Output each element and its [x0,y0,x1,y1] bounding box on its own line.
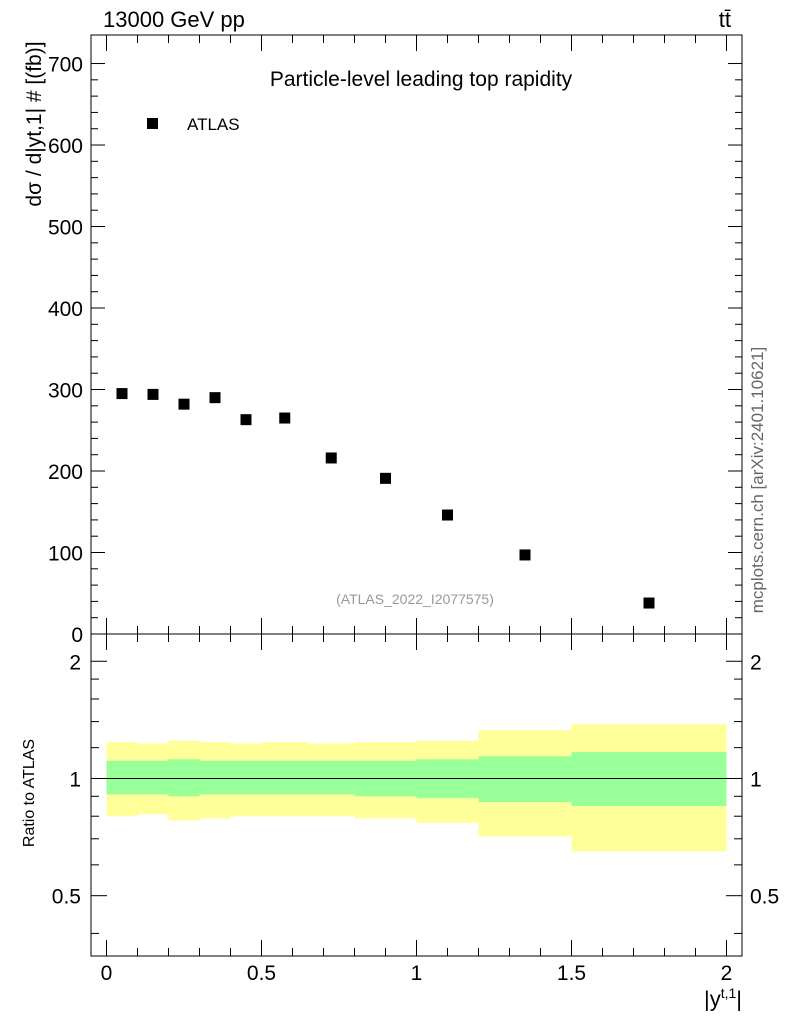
legend-label: ATLAS [187,115,240,134]
y-tick-label: 300 [48,380,83,403]
x-tick-label: 2 [721,962,733,985]
ratio-y-tick-label: 1 [750,768,762,791]
stat-uncertainty-band [230,760,262,795]
data-point [240,414,252,426]
ratio-y-tick-label: 1 [69,768,81,791]
stat-uncertainty-band [106,760,138,795]
data-point [519,549,531,561]
side-note: mcplots.cern.ch [arXiv:2401.10621] [748,346,767,614]
ratio-bands [106,724,727,852]
ratio-y-tick-label: 2 [69,651,81,674]
data-point [325,452,337,464]
stat-uncertainty-band [261,760,308,795]
x-tick-label: 1 [411,962,423,985]
y-tick-label: 600 [48,135,83,158]
data-point [209,392,221,404]
x-axis-label: |yt,1| [703,985,742,1012]
stat-uncertainty-band [478,756,572,803]
y-tick-label: 200 [48,461,83,484]
data-points [116,388,655,609]
energy-label: 13000 GeV pp [103,7,245,32]
data-point [380,472,391,484]
stat-uncertainty-band [168,759,200,797]
x-tick-label: 1.5 [557,962,586,985]
ratio-axes: 0 0.5 1 1.5 2 0.5 0.5 1 1 2 2 [52,633,779,985]
data-point [116,388,128,400]
data-point [178,398,190,410]
ratio-y-tick-label: 2 [750,651,762,674]
chart-title: Particle-level leading top rapidity [270,68,573,91]
stat-uncertainty-band [308,760,355,795]
stat-uncertainty-band [199,760,231,795]
y-tick-label: 400 [48,298,83,321]
legend-marker [147,118,158,129]
ratio-y-tick-label: 0.5 [750,886,779,909]
data-point [279,412,291,424]
data-point [442,509,453,521]
main-axes: 0 100 200 300 400 500 600 700 [48,34,743,647]
x-tick-label: 0.5 [247,962,276,985]
data-point [643,597,655,609]
y-tick-label: 700 [48,54,83,77]
process-label: tt̄ [718,7,731,32]
analysis-annotation: (ATLAS_2022_I2077575) [336,591,494,607]
x-tick-label: 0 [101,962,113,985]
main-y-axis-label: dσ / d|yt,1| # [(fb)] [23,41,46,207]
ratio-y-axis-label: Ratio to ATLAS [21,738,38,848]
data-point [147,388,159,400]
y-tick-label: 500 [48,217,83,240]
y-tick-label: 0 [71,624,83,647]
stat-uncertainty-band [137,760,169,795]
y-tick-label: 100 [48,543,83,566]
ratio-y-tick-label: 0.5 [52,886,81,909]
